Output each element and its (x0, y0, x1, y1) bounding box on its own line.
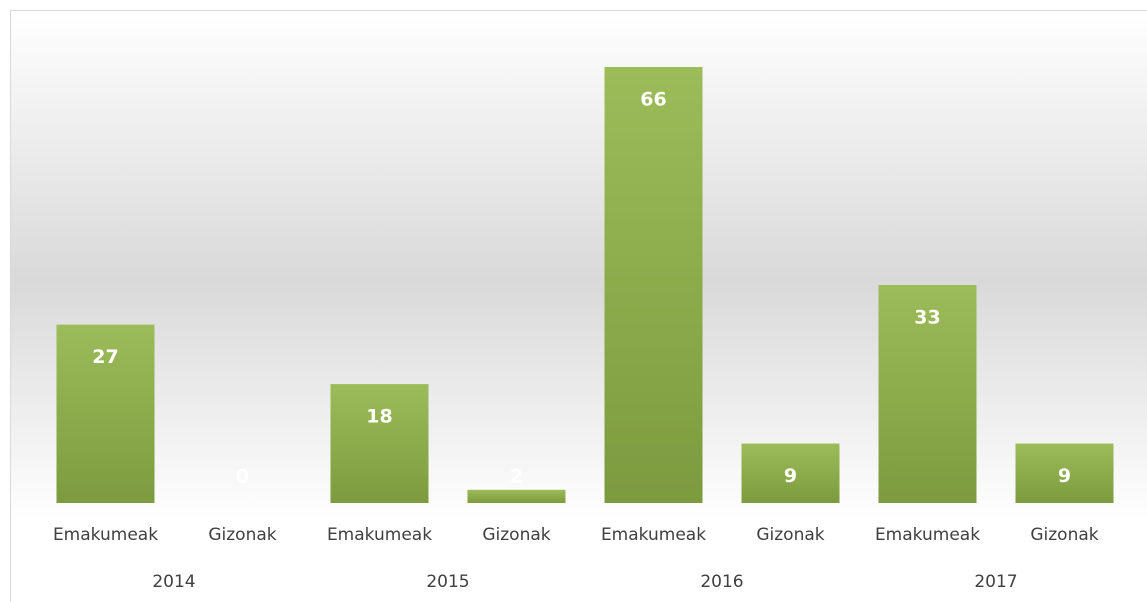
data-label: 9 (784, 465, 797, 487)
data-label: 2 (510, 466, 523, 488)
data-label: 9 (1058, 465, 1071, 487)
bar (330, 384, 429, 503)
data-label: 66 (640, 89, 666, 111)
x-tick-label: Gizonak (208, 525, 276, 545)
x-tick-label: Emakumeak (875, 525, 980, 545)
group-label: 2014 (152, 572, 195, 592)
group-label: 2017 (974, 572, 1017, 592)
bar (878, 285, 977, 503)
data-label: 18 (366, 406, 392, 428)
x-tick-label: Gizonak (482, 525, 550, 545)
data-label: 0 (236, 466, 249, 488)
bar (467, 489, 566, 503)
group-label: 2015 (426, 572, 469, 592)
x-tick-label: Emakumeak (327, 525, 432, 545)
group-label: 2016 (700, 572, 743, 592)
x-tick-label: Gizonak (756, 525, 824, 545)
bar (741, 443, 840, 503)
data-label: 27 (92, 346, 118, 368)
x-tick-label: Emakumeak (53, 525, 158, 545)
bar (604, 67, 703, 503)
data-label: 33 (914, 307, 940, 329)
x-tick-label: Gizonak (1030, 525, 1098, 545)
chart-frame (10, 10, 1147, 602)
x-tick-label: Emakumeak (601, 525, 706, 545)
bar (1015, 443, 1114, 503)
bar (56, 324, 155, 503)
